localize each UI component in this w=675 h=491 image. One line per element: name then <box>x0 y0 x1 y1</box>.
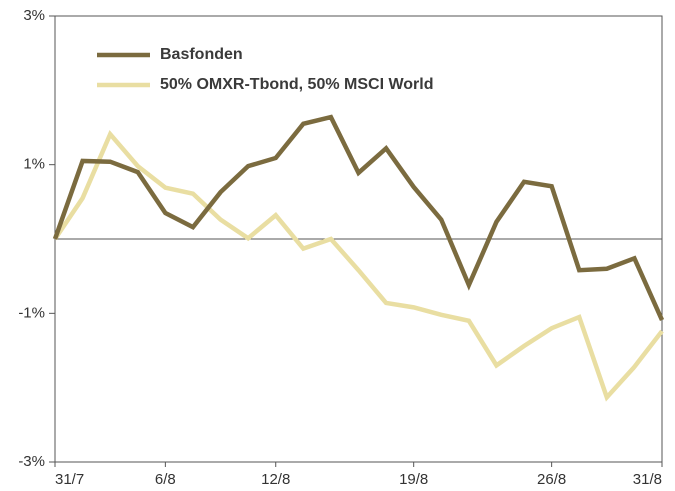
y-tick-label: 1% <box>23 156 45 173</box>
legend-label: Basfonden <box>160 46 243 63</box>
x-tick-label: 26/8 <box>537 471 566 488</box>
y-tick-label: -3% <box>18 453 45 470</box>
x-tick-label: 12/8 <box>261 471 290 488</box>
y-tick-label: -1% <box>18 304 45 321</box>
series-line <box>52 114 665 321</box>
x-tick-label: 31/7 <box>55 471 84 488</box>
x-tick-label: 31/8 <box>633 471 662 488</box>
y-tick-label: 3% <box>23 7 45 24</box>
x-tick-label: 6/8 <box>155 471 176 488</box>
legend-label: 50% OMXR-Tbond, 50% MSCI World <box>160 76 434 93</box>
x-tick-label: 19/8 <box>399 471 428 488</box>
series-line <box>53 130 664 402</box>
